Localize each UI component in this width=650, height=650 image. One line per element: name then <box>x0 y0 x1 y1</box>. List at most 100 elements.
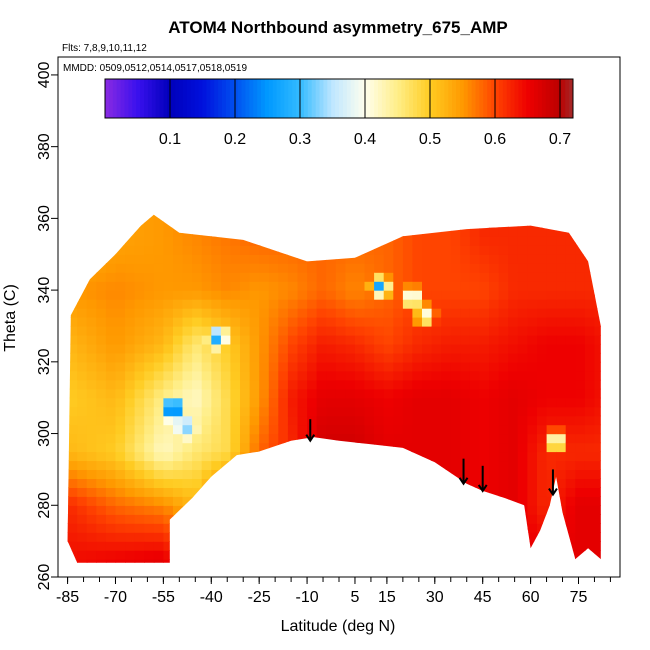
heatmap-cell <box>230 388 241 399</box>
heatmap-cell <box>614 425 624 435</box>
heatmap-cell <box>249 352 260 363</box>
heatmap-cell <box>192 406 203 417</box>
heatmap-cell <box>105 334 117 345</box>
heatmap-cell <box>173 397 184 408</box>
heatmap-cell <box>259 245 270 255</box>
heatmap-cell <box>125 532 136 542</box>
heatmap-cell <box>278 299 289 309</box>
heatmap-cell <box>230 214 241 219</box>
heatmap-cell <box>345 460 356 470</box>
heatmap-cell <box>182 451 193 462</box>
heatmap-cell <box>517 514 528 524</box>
heatmap-cell <box>268 460 279 470</box>
heatmap-cell <box>575 326 586 336</box>
heatmap-cell <box>297 272 308 282</box>
heatmap-cell <box>134 451 145 462</box>
heatmap-cell <box>393 469 404 479</box>
heatmap-cell <box>201 379 212 390</box>
heatmap-cell <box>422 460 433 470</box>
colorbar-segment <box>467 79 473 118</box>
heatmap-cell <box>96 361 107 372</box>
heatmap-cell <box>86 433 97 444</box>
heatmap-cell <box>335 290 346 300</box>
heatmap-cell <box>604 209 614 219</box>
heatmap-cell <box>594 308 601 318</box>
heatmap-cell <box>96 254 107 264</box>
heatmap-cell <box>498 469 509 479</box>
heatmap-cell <box>220 415 232 426</box>
heatmap-cell <box>268 214 279 219</box>
heatmap-cell <box>431 478 442 488</box>
heatmap-cell <box>469 523 481 533</box>
heatmap-cell <box>584 478 596 488</box>
heatmap-cell <box>192 299 203 309</box>
heatmap-cell <box>307 532 318 542</box>
heatmap-cell <box>556 379 567 390</box>
heatmap-cell <box>364 496 375 506</box>
heatmap-cell <box>287 397 299 408</box>
heatmap-cell <box>230 317 241 327</box>
heatmap-cell <box>125 460 136 470</box>
heatmap-cell <box>489 290 500 300</box>
heatmap-cell <box>326 254 337 264</box>
heatmap-cell <box>278 254 289 264</box>
heatmap-cell <box>441 290 452 300</box>
heatmap-cell <box>614 263 624 273</box>
heatmap-cell <box>604 443 614 453</box>
heatmap-cell <box>556 487 567 497</box>
colorbar-segment <box>253 79 258 118</box>
colorbar-segment <box>210 79 215 118</box>
heatmap-cell <box>287 317 299 327</box>
heatmap-cell <box>116 568 126 578</box>
heatmap-cell <box>393 290 404 300</box>
heatmap-cell <box>182 245 193 255</box>
heatmap-cell <box>517 424 528 435</box>
heatmap-cell <box>153 281 164 291</box>
heatmap-cell <box>115 397 126 408</box>
heatmap-cell <box>383 397 394 408</box>
heatmap-cell <box>393 361 404 372</box>
heatmap-cell <box>105 415 117 426</box>
heatmap-cell <box>307 200 317 210</box>
heatmap-cell <box>450 361 461 372</box>
heatmap-cell <box>402 290 414 300</box>
heatmap-cell <box>335 559 346 563</box>
heatmap-cell <box>469 308 481 318</box>
heatmap-cell <box>67 281 78 291</box>
heatmap-cell <box>115 505 126 515</box>
colorbar-segment <box>105 79 110 118</box>
heatmap-cell <box>201 263 212 273</box>
heatmap-cell <box>249 326 260 336</box>
heatmap-cell <box>450 442 461 453</box>
heatmap-cell <box>96 352 107 363</box>
heatmap-cell <box>67 442 69 453</box>
heatmap-cell <box>412 505 423 515</box>
heatmap-cell <box>508 406 519 417</box>
heatmap-cell <box>173 263 184 273</box>
heatmap-cell <box>498 451 509 462</box>
heatmap-cell <box>115 317 126 327</box>
heatmap-cell <box>278 290 289 300</box>
heatmap-cell <box>422 254 433 264</box>
heatmap-cell <box>517 550 528 560</box>
heatmap-cell <box>527 523 538 533</box>
heatmap-cell <box>614 218 624 228</box>
heatmap-cell <box>173 487 184 497</box>
heatmap-cell <box>479 214 490 219</box>
heatmap-cell <box>537 317 548 327</box>
heatmap-cell <box>67 245 78 255</box>
heatmap-cell <box>192 272 203 282</box>
heatmap-cell <box>153 532 164 542</box>
heatmap-cell <box>125 406 136 417</box>
heatmap-cell <box>383 469 394 479</box>
heatmap-cell <box>153 487 164 497</box>
heatmap-cell <box>527 541 538 551</box>
heatmap-cell <box>393 397 404 408</box>
heatmap-cell <box>412 370 423 381</box>
heatmap-cell <box>412 559 423 563</box>
heatmap-cell <box>287 352 299 363</box>
heatmap-cell <box>182 352 193 363</box>
heatmap-cell <box>460 568 470 578</box>
heatmap-cell <box>584 550 596 560</box>
heatmap-cell <box>498 254 509 264</box>
